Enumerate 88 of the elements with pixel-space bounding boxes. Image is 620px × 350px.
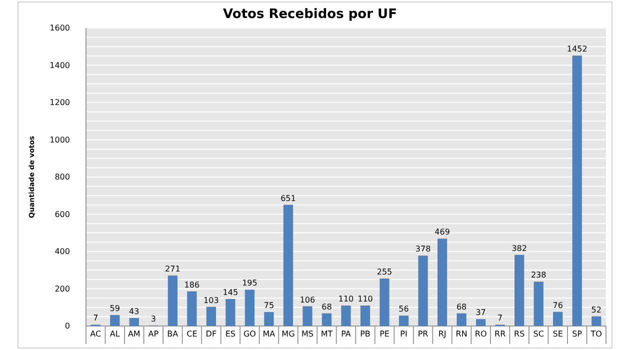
data-label: 52 [591,305,602,314]
bar [187,291,197,326]
bar [437,238,448,326]
x-tick-label: PR [418,330,429,339]
x-tick-label: CE [186,330,198,339]
bar [206,306,216,326]
x-tick-label: TO [590,330,602,339]
x-tick-label: MT [320,330,333,339]
data-label: 255 [376,268,392,277]
data-label: 43 [129,306,140,316]
x-tick-label: RO [474,330,487,339]
data-label: 469 [434,228,450,237]
data-label: 145 [222,288,238,297]
data-label: 1452 [566,44,588,54]
bar [226,298,236,326]
bar [322,313,332,326]
x-tick-label: PB [360,330,370,339]
data-label: 195 [242,278,258,288]
y-tick-label: 1600 [50,24,70,33]
bar [110,315,120,326]
data-label: 68 [322,302,332,312]
x-tick-label: GO [243,330,256,339]
data-label: 68 [456,302,467,312]
bar [572,56,582,326]
bar [553,312,563,326]
x-tick-label: ES [225,330,236,339]
data-label: 651 [280,194,296,203]
bar [244,290,255,326]
data-label: 271 [165,264,180,274]
bar [341,306,351,326]
x-tick-label: BA [167,330,179,339]
x-tick-label: RJ [438,330,446,339]
x-tick-label: RS [514,330,525,339]
y-tick-label: 800 [54,172,70,182]
x-tick-label: SP [572,330,582,339]
chart-title: Votos Recebidos por UF [223,7,397,22]
x-tick-label: MG [282,330,295,339]
x-tick-label: MS [301,330,314,339]
y-tick-label: 1400 [50,60,70,70]
data-label: 103 [204,296,219,305]
data-label: 382 [512,244,527,253]
x-tick-label: SC [533,330,544,339]
bar [398,316,409,326]
x-tick-label: PI [400,330,408,339]
data-label: 7 [93,314,98,323]
bar [476,319,486,326]
data-label: 238 [530,270,546,280]
data-label: 186 [184,280,200,290]
bar [283,204,294,326]
bar [514,254,524,326]
x-tick-label: AP [148,330,159,339]
x-tick-label: MA [262,330,276,339]
x-tick-label: DF [206,330,217,339]
data-label: 110 [338,294,354,304]
bar [302,306,312,326]
data-label: 76 [552,300,563,310]
bar [418,256,428,326]
data-label: 106 [300,295,316,304]
bar [264,312,274,326]
data-label: 7 [498,314,503,323]
y-tick-label: 1000 [50,135,70,144]
bar [380,278,390,326]
x-tick-label: RR [494,330,506,339]
y-tick-label: 200 [54,284,70,294]
data-label: 37 [476,308,486,318]
y-tick-label: 0 [64,322,70,331]
bar [592,316,602,326]
x-tick-label: PA [341,330,352,339]
x-tick-label: AL [110,330,120,339]
x-tick-label: RN [456,330,468,339]
bar [360,306,370,326]
bar [456,313,466,326]
y-tick-label: 600 [54,210,70,219]
data-label: 75 [264,301,274,310]
data-label: 56 [398,304,409,314]
y-tick-label: 400 [54,247,70,256]
data-label: 378 [415,244,431,254]
data-label: 59 [110,304,120,314]
bar [129,318,139,326]
y-tick-label: 1200 [50,98,70,108]
x-tick-label: AC [90,330,102,339]
bar [534,282,544,326]
data-label: 110 [358,294,373,304]
data-label: 3 [150,314,156,324]
bar [168,276,178,326]
x-tick-label: AM [128,330,140,339]
x-tick-label: SE [552,330,563,339]
x-tick-label: PE [380,330,390,339]
